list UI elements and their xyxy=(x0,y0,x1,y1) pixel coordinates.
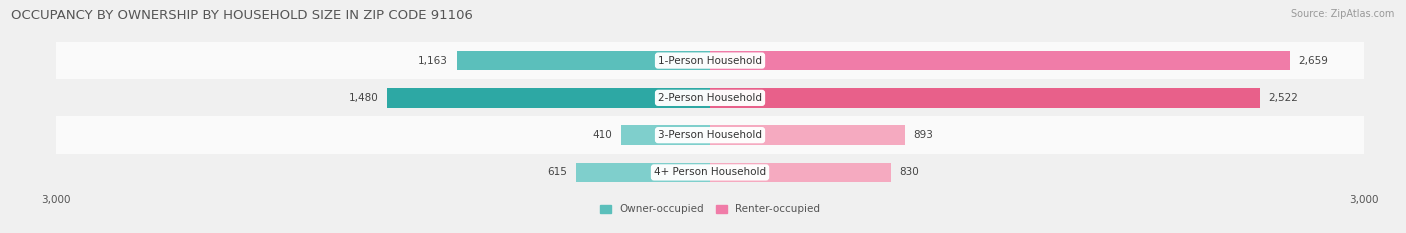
Text: 893: 893 xyxy=(914,130,934,140)
Bar xyxy=(56,116,1364,154)
Text: 2,522: 2,522 xyxy=(1268,93,1298,103)
Text: 2-Person Household: 2-Person Household xyxy=(658,93,762,103)
Text: OCCUPANCY BY OWNERSHIP BY HOUSEHOLD SIZE IN ZIP CODE 91106: OCCUPANCY BY OWNERSHIP BY HOUSEHOLD SIZE… xyxy=(11,9,474,22)
Text: 1-Person Household: 1-Person Household xyxy=(658,56,762,65)
Text: 1,163: 1,163 xyxy=(418,56,449,65)
Text: 830: 830 xyxy=(900,168,920,177)
Bar xyxy=(56,42,1364,79)
Bar xyxy=(710,88,1260,108)
Legend: Owner-occupied, Renter-occupied: Owner-occupied, Renter-occupied xyxy=(596,200,824,219)
Bar xyxy=(56,79,1364,116)
Bar xyxy=(457,51,710,70)
Bar xyxy=(620,125,710,145)
Bar xyxy=(388,88,710,108)
Bar xyxy=(710,125,904,145)
Text: 410: 410 xyxy=(592,130,612,140)
Text: 2,659: 2,659 xyxy=(1298,56,1329,65)
Bar xyxy=(710,51,1289,70)
Bar xyxy=(710,163,891,182)
Bar xyxy=(56,154,1364,191)
Text: 1,480: 1,480 xyxy=(349,93,378,103)
Text: 3-Person Household: 3-Person Household xyxy=(658,130,762,140)
Text: 615: 615 xyxy=(547,168,567,177)
Text: 4+ Person Household: 4+ Person Household xyxy=(654,168,766,177)
Bar xyxy=(576,163,710,182)
Text: Source: ZipAtlas.com: Source: ZipAtlas.com xyxy=(1291,9,1395,19)
